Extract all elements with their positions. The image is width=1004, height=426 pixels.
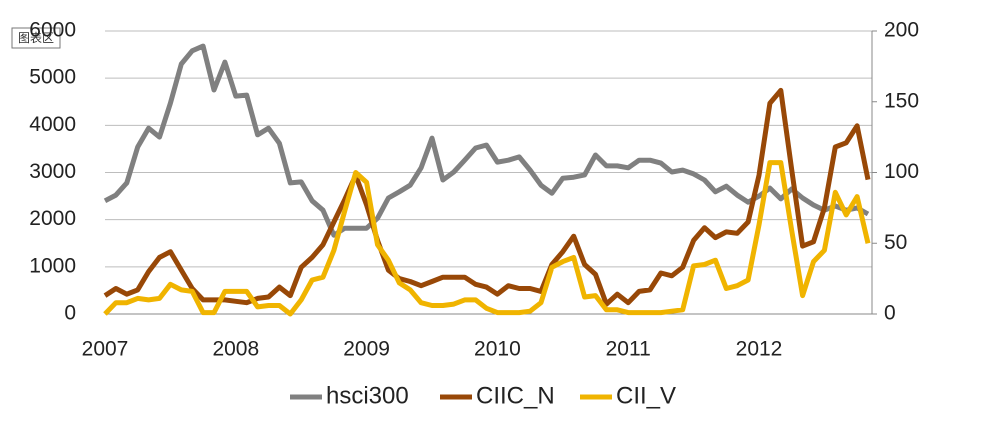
x-tick-label: 2009 <box>343 338 390 361</box>
x-tick-label: 2012 <box>736 338 783 361</box>
legend-label: hsci300 <box>326 382 409 409</box>
y-tick-label: 0 <box>64 302 76 325</box>
x-tick-label: 2011 <box>606 338 651 361</box>
y-tick-label: 4000 <box>29 113 76 136</box>
y2-tick-label: 50 <box>884 231 907 254</box>
tooltip-box <box>11 27 61 49</box>
y2-tick-label: 200 <box>884 19 919 42</box>
y2-tick-label: 150 <box>884 89 919 112</box>
series-line <box>103 87 871 307</box>
tooltip: 图表区 <box>18 31 54 45</box>
y-tick-label: 5000 <box>29 66 76 89</box>
y2-tick-label: 100 <box>884 160 919 183</box>
y-tick-label: 1000 <box>29 254 76 277</box>
y-tick-label: 2000 <box>29 207 76 230</box>
legend-label: CII_V <box>616 382 676 409</box>
x-tick-label: 2010 <box>474 338 521 361</box>
x-tick-label: 2008 <box>212 338 259 361</box>
series-line <box>103 160 871 317</box>
y-tick-label: 6000 <box>29 19 76 42</box>
y-tick-label: 3000 <box>29 160 76 183</box>
series-line <box>103 43 870 238</box>
y2-tick-label: 0 <box>884 302 896 325</box>
legend-label: CIIC_N <box>476 382 555 409</box>
x-tick-label: 2007 <box>82 338 129 361</box>
